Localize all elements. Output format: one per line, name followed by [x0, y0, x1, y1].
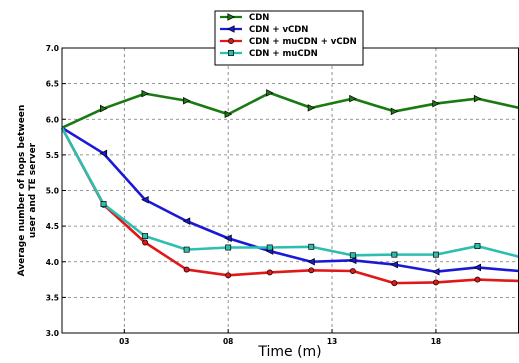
series-line [61, 126, 519, 274]
data-point [391, 280, 398, 287]
data-point [307, 257, 315, 266]
x-tick-label: 13 [327, 337, 337, 346]
grid-lines [62, 48, 519, 333]
data-point [224, 110, 233, 119]
data-point [431, 267, 440, 276]
y-tick-label: 3.5 [46, 293, 59, 302]
data-point [432, 251, 439, 258]
data-point [99, 104, 108, 113]
data-point [224, 234, 232, 243]
series-1 [61, 89, 519, 129]
y-tick-label: 5.5 [46, 151, 59, 160]
legend: CDN CDN + vCDN CDN + muCDN + vCDN CDN + muC… [214, 10, 364, 66]
data-point [142, 233, 149, 240]
data-point [99, 149, 108, 158]
series-line [61, 91, 519, 129]
data-point [182, 217, 191, 225]
x-tick-label: 08 [223, 337, 233, 346]
data-point [225, 244, 232, 251]
x-tick-label: 03 [119, 337, 129, 346]
y-tick-label: 4.0 [46, 258, 59, 267]
data-point [474, 243, 481, 250]
data-point [390, 107, 399, 116]
data-point [183, 96, 191, 105]
series-2 [61, 126, 519, 276]
legend-entry: CDN + muCDN + vCDN [220, 37, 357, 47]
legend-label: CDN + vCDN [249, 25, 308, 35]
data-point [432, 279, 439, 286]
y-tick-label: 6.5 [46, 80, 59, 89]
y-tick-label: 5.0 [46, 187, 59, 196]
data-point [266, 269, 273, 276]
data-point [473, 94, 482, 103]
data-point [266, 244, 273, 251]
legend-label: CDN + muCDN [249, 49, 318, 59]
data-point [349, 94, 357, 103]
data-point [183, 266, 190, 273]
x-axis-label: Time (m) [257, 344, 321, 360]
y-tick-label: 4.5 [46, 222, 59, 231]
series-line [60, 127, 519, 285]
legend-label: CDN [249, 13, 269, 23]
data-point [225, 272, 232, 279]
legend-entry: CDN + vCDN [220, 25, 308, 35]
data-point [141, 195, 149, 204]
series-3 [60, 127, 519, 287]
y-tick-label: 3.0 [46, 329, 59, 338]
data-point [308, 267, 315, 274]
data-point [266, 89, 274, 97]
y-tick-label: 7.0 [46, 44, 59, 53]
data-point [183, 246, 190, 253]
legend-entry: CDN + muCDN [220, 49, 318, 59]
data-point [142, 239, 149, 246]
data-point [390, 260, 398, 269]
legend-marker [227, 13, 235, 21]
data-point [307, 104, 316, 112]
x-tick-label: 18 [431, 337, 441, 346]
data-point [141, 89, 150, 98]
series-4 [60, 127, 519, 259]
data-point [349, 252, 356, 259]
legend-label: CDN + muCDN + vCDN [249, 37, 357, 47]
legend-box [214, 10, 364, 66]
data-point [391, 251, 398, 258]
series-lines [60, 89, 519, 287]
axis-ticks: 3.0 3.5 4.0 4.5 5.0 5.5 6.0 6.5 7.0 03 08 13 18 [46, 44, 441, 346]
y-axis-label-line-1: Average number of hops between [17, 105, 27, 277]
data-point [349, 268, 356, 274]
y-axis-label-line-2: user and TE server [28, 142, 38, 238]
data-point [100, 201, 107, 207]
data-point [474, 276, 481, 283]
data-point [432, 99, 440, 108]
legend-marker [228, 38, 234, 44]
data-point [308, 243, 315, 250]
series-line [60, 127, 519, 259]
legend-marker [227, 25, 235, 33]
data-point [473, 263, 482, 272]
legend-marker [228, 50, 234, 56]
data-point [348, 256, 357, 265]
legend-entry: CDN [220, 13, 269, 23]
y-tick-label: 6.0 [46, 115, 59, 124]
